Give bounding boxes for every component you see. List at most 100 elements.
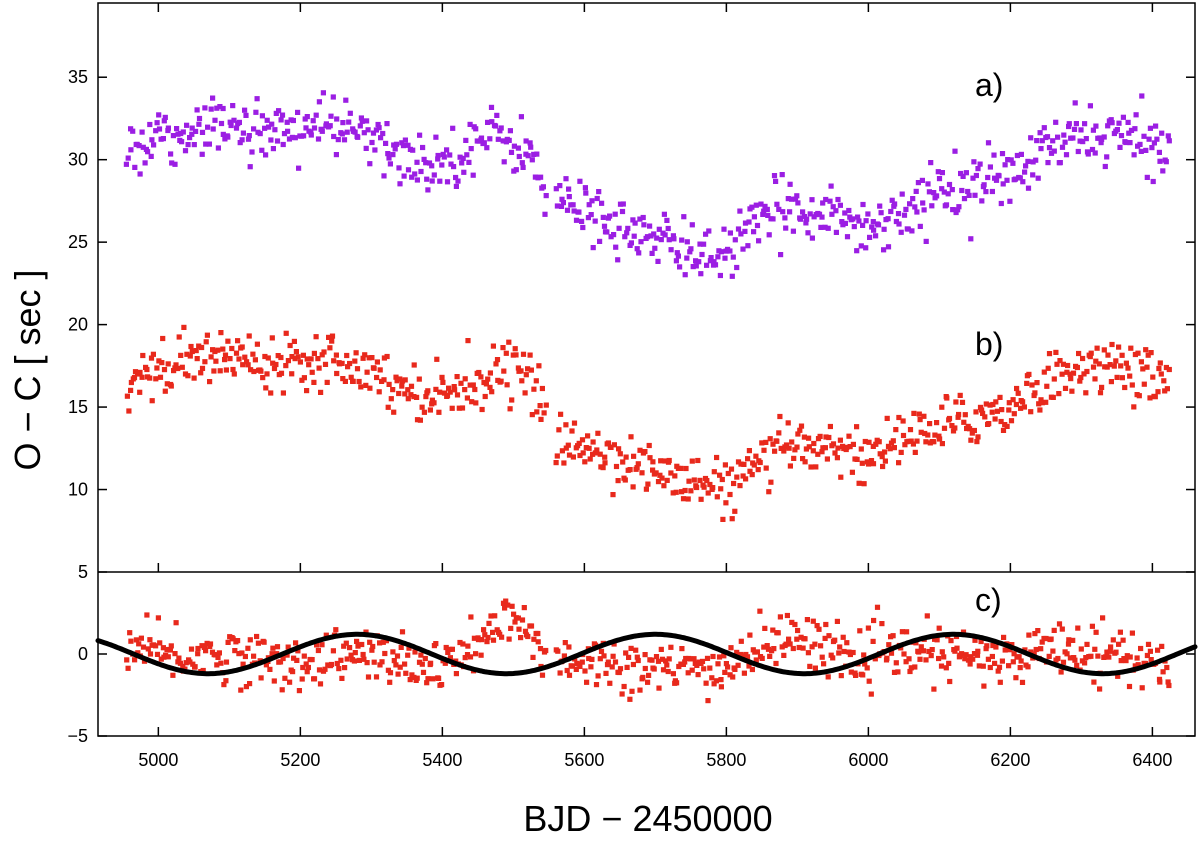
data-point-b [1141, 381, 1147, 387]
data-point-c [445, 649, 451, 655]
data-point-c [390, 649, 396, 655]
data-point-b [1140, 366, 1146, 372]
data-point-a [993, 177, 1000, 183]
data-point-a [1151, 140, 1157, 146]
data-point-c [342, 665, 348, 671]
data-point-c [816, 626, 822, 632]
data-point-c [607, 680, 613, 686]
data-point-c [981, 683, 987, 689]
data-point-b [1024, 380, 1030, 386]
data-point-c [280, 655, 286, 662]
data-point-b [592, 450, 598, 456]
data-point-b [707, 481, 713, 488]
data-point-c [952, 648, 958, 654]
data-point-b [411, 362, 417, 368]
data-point-c [361, 656, 367, 662]
data-point-b [500, 345, 506, 351]
data-point-c [721, 653, 727, 659]
data-point-b [887, 446, 893, 452]
data-point-a [632, 220, 638, 226]
data-point-c [204, 640, 210, 646]
data-point-c [269, 651, 275, 657]
data-point-a [543, 193, 549, 199]
data-point-a [357, 123, 363, 129]
data-point-c [369, 647, 375, 653]
data-point-a [1072, 100, 1078, 106]
data-point-a [901, 212, 908, 218]
data-point-a [949, 187, 955, 193]
data-point-b [650, 459, 656, 465]
data-point-c [485, 634, 491, 641]
data-point-a [985, 174, 991, 181]
data-point-a [833, 229, 839, 235]
data-point-c [267, 666, 273, 672]
data-point-c [356, 657, 362, 663]
data-point-a [823, 196, 829, 203]
data-point-a [506, 137, 512, 143]
data-point-c [1108, 644, 1114, 650]
data-point-c [974, 652, 981, 658]
data-point-a [222, 136, 228, 142]
data-point-b [184, 351, 190, 357]
data-point-b [175, 365, 181, 372]
data-point-c [628, 645, 634, 651]
data-point-b [467, 382, 473, 388]
data-point-c [1075, 625, 1081, 631]
data-point-c [328, 661, 335, 668]
data-point-a [205, 124, 211, 130]
data-point-c [761, 644, 767, 650]
data-point-a [461, 169, 467, 175]
data-point-a [463, 137, 469, 143]
data-point-a [877, 203, 883, 209]
data-point-a [1149, 145, 1155, 151]
data-point-b [319, 352, 325, 358]
data-point-b [923, 439, 929, 445]
data-point-a [165, 125, 171, 131]
data-point-c [725, 664, 731, 670]
data-point-a [850, 216, 856, 222]
data-point-a [290, 117, 296, 124]
data-point-b [340, 376, 346, 382]
data-point-a [397, 181, 403, 187]
data-point-b [334, 370, 340, 377]
data-point-b [570, 454, 576, 460]
data-point-a [1125, 119, 1131, 125]
data-point-c [912, 664, 918, 670]
data-point-c [424, 680, 430, 686]
data-point-a [1066, 121, 1072, 127]
data-point-a [180, 129, 186, 135]
data-point-b [176, 334, 182, 340]
data-point-a [196, 121, 202, 127]
data-point-b [233, 350, 240, 356]
data-point-b [503, 350, 509, 356]
data-point-a [527, 140, 533, 146]
data-point-c [807, 663, 813, 669]
data-point-a [292, 135, 298, 141]
data-point-c [868, 691, 874, 697]
data-point-a [1087, 103, 1093, 109]
data-point-a [751, 229, 757, 235]
data-point-a [742, 220, 749, 226]
data-point-a [571, 208, 577, 214]
data-point-c [1001, 634, 1007, 640]
data-point-b [585, 433, 591, 439]
data-point-c [972, 637, 978, 643]
data-point-b [291, 338, 297, 344]
data-point-a [732, 237, 738, 243]
data-point-b [597, 451, 603, 457]
data-point-c [870, 638, 876, 644]
y-tick-label: 0 [78, 644, 88, 664]
data-point-a [441, 154, 447, 160]
data-point-b [1097, 390, 1104, 396]
data-point-c [163, 652, 169, 658]
x-tick-label: 5200 [280, 750, 320, 770]
data-point-a [346, 119, 352, 125]
data-point-b [731, 480, 737, 487]
data-point-a [800, 209, 806, 215]
data-point-b [454, 392, 461, 398]
data-point-a [531, 151, 537, 157]
data-point-c [172, 651, 178, 657]
data-point-a [898, 229, 904, 235]
data-point-c [509, 603, 515, 609]
data-point-b [898, 449, 904, 455]
